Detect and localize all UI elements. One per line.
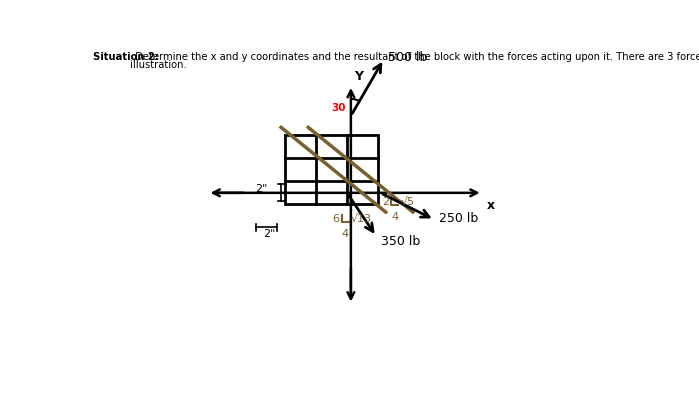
Text: 4: 4: [342, 229, 349, 239]
Bar: [285, 135, 378, 204]
Text: 4: 4: [391, 212, 398, 222]
Text: 2: 2: [382, 197, 389, 207]
Text: Situation 2:: Situation 2:: [93, 52, 159, 62]
Text: 500 lb: 500 lb: [389, 51, 428, 64]
Text: x: x: [487, 199, 495, 212]
Text: illustration.: illustration.: [130, 60, 187, 70]
Text: 6: 6: [332, 214, 339, 223]
Text: Y: Y: [354, 70, 363, 83]
Text: √5: √5: [401, 197, 415, 207]
Text: 350 lb: 350 lb: [381, 234, 420, 247]
Text: 30: 30: [331, 103, 346, 113]
Text: 250 lb: 250 lb: [439, 212, 478, 225]
Text: 2": 2": [264, 229, 275, 239]
Text: 2": 2": [256, 184, 268, 194]
Text: √13: √13: [351, 214, 372, 223]
Text: Determine the x and y coordinates and the resultant of the block with the forces: Determine the x and y coordinates and th…: [131, 52, 699, 62]
